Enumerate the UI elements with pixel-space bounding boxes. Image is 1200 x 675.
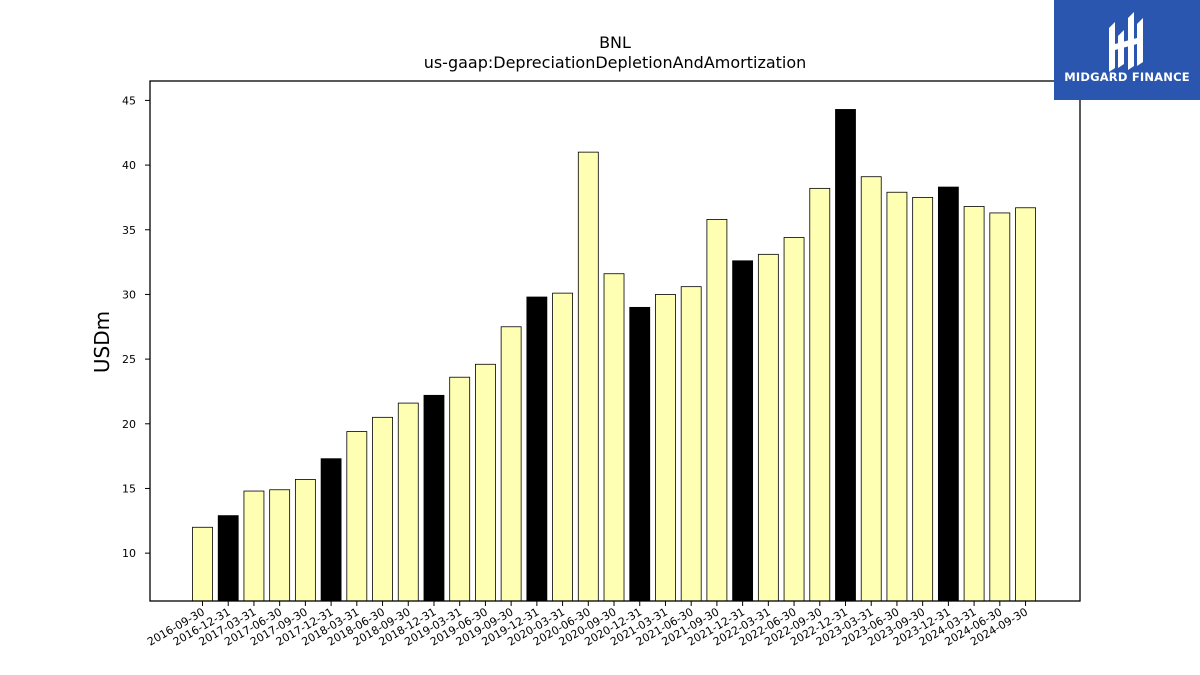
- bar-2024-06-30: [989, 212, 1011, 602]
- bar-2023-09-30: [912, 197, 934, 602]
- bar-2024-03-31: [963, 206, 985, 602]
- chart-title: BNL: [599, 33, 631, 52]
- bar-2024-09-30: [1015, 207, 1036, 602]
- bar-2019-03-31: [449, 376, 471, 602]
- bar-2022-09-30: [809, 187, 831, 602]
- watermark-text: MIDGARD FINANCE: [1064, 70, 1190, 84]
- bar-2022-12-31: [835, 109, 856, 602]
- y-axis-ticks: 10 15 20 25 30 35 40 45: [122, 94, 150, 560]
- y-tick-label: 15: [122, 482, 136, 495]
- y-tick-label: 35: [122, 224, 136, 237]
- bar-2018-03-31: [346, 431, 368, 602]
- y-tick-label: 45: [122, 94, 136, 107]
- bars-group: [192, 109, 1036, 602]
- midgard-finance-logo: MIDGARD FINANCE: [1054, 0, 1200, 100]
- bar-2021-06-30: [680, 286, 702, 602]
- bar-2023-03-31: [860, 176, 882, 602]
- bar-2021-03-31: [655, 294, 676, 602]
- bar-2019-09-30: [500, 326, 522, 602]
- bar-2022-03-31: [757, 253, 779, 602]
- y-tick-label: 20: [122, 418, 136, 431]
- bar-2016-12-31: [217, 515, 239, 602]
- bar-2016-09-30: [192, 526, 213, 602]
- bar-2017-03-31: [243, 490, 265, 602]
- plot-frame: [149, 80, 1081, 602]
- bar-2017-09-30: [294, 479, 316, 602]
- bar-2023-06-30: [886, 191, 908, 602]
- bar-2019-12-31: [526, 296, 548, 602]
- y-axis-label: USDm: [90, 311, 114, 373]
- bar-2020-06-30: [577, 151, 599, 602]
- y-tick-label: 10: [122, 547, 136, 560]
- bar-2023-12-31: [937, 186, 959, 602]
- bar-2018-06-30: [372, 416, 393, 602]
- y-tick-label: 40: [122, 159, 136, 172]
- y-tick-label: 25: [122, 353, 136, 366]
- bar-2020-12-31: [629, 306, 651, 602]
- bar-2018-09-30: [397, 402, 419, 602]
- midgard-logo-icon: [1109, 12, 1143, 72]
- y-tick-label: 30: [122, 288, 136, 301]
- bar-2021-12-31: [732, 260, 754, 602]
- bar-2017-12-31: [320, 458, 342, 602]
- chart-subtitle: us-gaap:DepreciationDepletionAndAmortiza…: [424, 53, 807, 72]
- bar-2020-03-31: [552, 292, 573, 602]
- bar-2022-06-30: [783, 237, 805, 602]
- bar-2018-12-31: [423, 394, 445, 602]
- bar-2021-09-30: [706, 219, 728, 602]
- bar-2020-09-30: [603, 273, 625, 602]
- bar-2017-06-30: [269, 489, 291, 602]
- bar-2019-06-30: [475, 363, 496, 602]
- x-axis-ticks: 2016-09-302016-12-312017-03-312017-06-30…: [145, 601, 1030, 649]
